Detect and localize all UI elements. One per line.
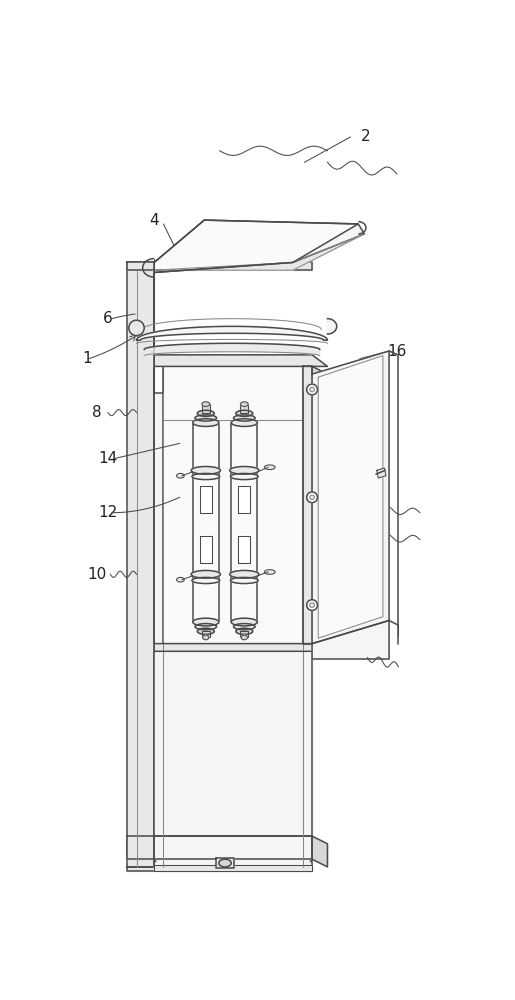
Ellipse shape [231, 419, 258, 426]
Text: 16: 16 [387, 344, 406, 359]
Ellipse shape [197, 628, 214, 634]
Ellipse shape [306, 600, 317, 610]
Polygon shape [163, 366, 303, 644]
Polygon shape [377, 468, 386, 478]
Ellipse shape [230, 570, 259, 578]
Polygon shape [136, 326, 328, 340]
Ellipse shape [177, 473, 184, 478]
Polygon shape [163, 366, 303, 420]
Polygon shape [193, 424, 219, 620]
Ellipse shape [310, 603, 314, 607]
Polygon shape [202, 404, 210, 413]
Ellipse shape [306, 492, 317, 503]
Text: 4: 4 [149, 213, 159, 228]
Ellipse shape [202, 402, 210, 406]
Polygon shape [127, 836, 154, 859]
Polygon shape [328, 319, 337, 334]
Polygon shape [202, 631, 210, 637]
Ellipse shape [192, 577, 220, 584]
Polygon shape [154, 355, 328, 366]
Ellipse shape [129, 320, 144, 336]
Text: 14: 14 [98, 451, 117, 466]
Ellipse shape [230, 577, 258, 584]
Ellipse shape [191, 466, 220, 474]
Polygon shape [154, 234, 365, 270]
Polygon shape [216, 858, 233, 868]
Polygon shape [238, 536, 250, 563]
Ellipse shape [233, 415, 255, 421]
Polygon shape [200, 536, 212, 563]
Polygon shape [303, 366, 312, 644]
Polygon shape [154, 651, 312, 836]
Polygon shape [154, 262, 312, 867]
Polygon shape [312, 366, 328, 651]
Ellipse shape [241, 402, 248, 406]
Ellipse shape [310, 495, 314, 500]
Ellipse shape [195, 415, 217, 421]
Polygon shape [127, 262, 312, 270]
Polygon shape [312, 620, 389, 659]
Ellipse shape [241, 635, 247, 640]
Ellipse shape [219, 859, 231, 867]
Ellipse shape [193, 618, 219, 626]
Polygon shape [127, 262, 154, 867]
Ellipse shape [191, 570, 220, 578]
Ellipse shape [230, 473, 258, 480]
Polygon shape [154, 644, 328, 651]
Ellipse shape [192, 473, 220, 480]
Text: 12: 12 [98, 505, 117, 520]
Polygon shape [241, 404, 248, 413]
Ellipse shape [236, 410, 253, 416]
Polygon shape [154, 836, 312, 859]
Polygon shape [144, 343, 320, 356]
Polygon shape [238, 486, 250, 513]
Text: 8: 8 [92, 405, 101, 420]
Ellipse shape [195, 624, 217, 630]
Ellipse shape [197, 410, 214, 416]
Ellipse shape [306, 384, 317, 395]
Ellipse shape [230, 466, 259, 474]
Ellipse shape [177, 577, 184, 582]
Polygon shape [231, 424, 258, 620]
Polygon shape [154, 220, 358, 272]
Ellipse shape [193, 419, 219, 426]
Polygon shape [154, 865, 312, 871]
Polygon shape [154, 220, 365, 272]
Polygon shape [200, 486, 212, 513]
Polygon shape [241, 631, 248, 637]
Ellipse shape [231, 618, 258, 626]
Text: 2: 2 [361, 129, 371, 144]
Ellipse shape [264, 570, 275, 574]
Ellipse shape [310, 387, 314, 392]
Text: 1: 1 [82, 351, 92, 366]
Ellipse shape [264, 465, 275, 470]
Polygon shape [127, 867, 312, 871]
Polygon shape [318, 356, 383, 638]
Text: 10: 10 [87, 567, 106, 582]
Text: 6: 6 [103, 311, 113, 326]
Polygon shape [312, 836, 328, 867]
Ellipse shape [233, 624, 255, 630]
Ellipse shape [203, 635, 209, 640]
Ellipse shape [236, 628, 253, 634]
Polygon shape [312, 351, 389, 644]
